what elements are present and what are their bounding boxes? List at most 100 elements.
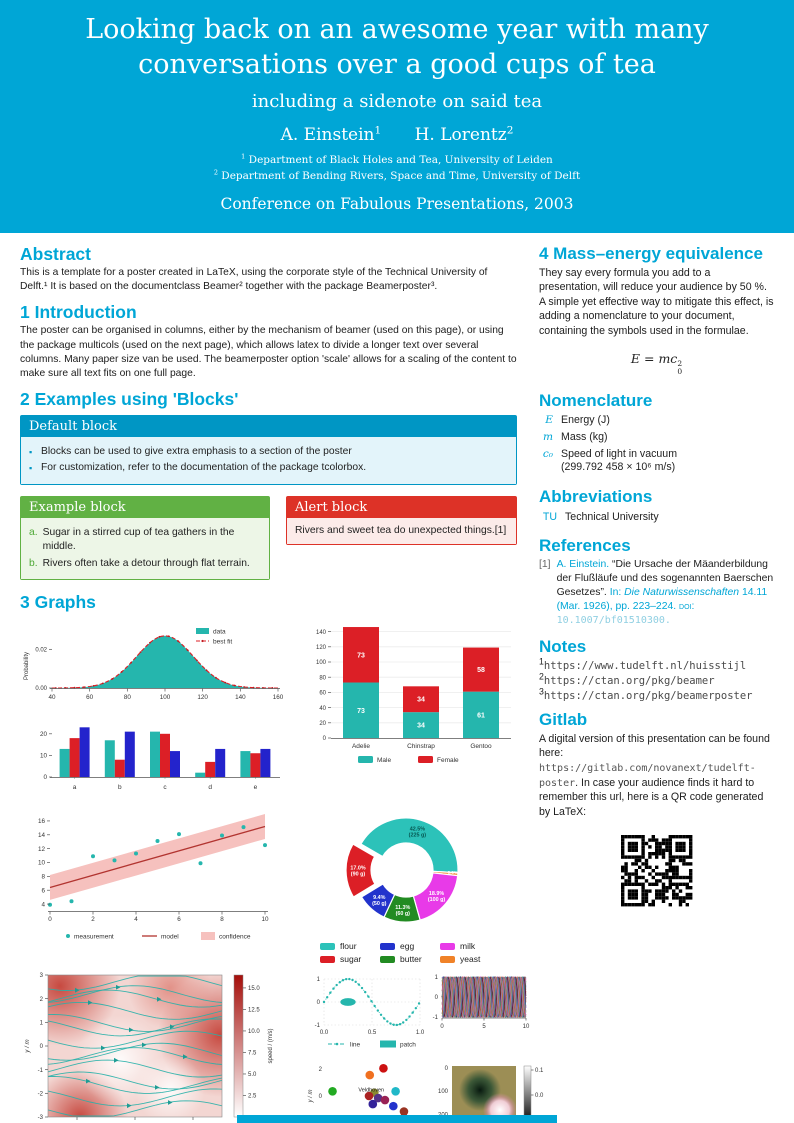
legend-item: butter [380, 954, 440, 964]
svg-text:18.9%: 18.9% [429, 891, 444, 897]
note-url[interactable]: https://ctan.org/pkg/beamerposter [543, 690, 753, 703]
svg-text:3: 3 [40, 973, 44, 979]
svg-text:80: 80 [124, 694, 132, 701]
example-block: Example block a. Sugar in a stirred cup … [20, 495, 270, 581]
penguin-stacked-bar-chart: 0 20 40 60 80 100 120 140 73 73 Adelie 34 34 Chinstra… [316, 627, 511, 764]
svg-text:confidence: confidence [219, 934, 251, 941]
svg-text:120: 120 [197, 694, 208, 701]
svg-text:model: model [161, 934, 179, 941]
svg-text:d: d [208, 784, 212, 791]
nomenclature-entry: m Mass (kg) [542, 430, 608, 443]
svg-text:e: e [254, 784, 258, 791]
bullet-item: For customization, refer to the document… [29, 461, 508, 475]
svg-text:y / m: y / m [24, 1039, 31, 1053]
svg-text:20: 20 [319, 721, 326, 727]
svg-text:0.1: 0.1 [535, 1068, 544, 1074]
default-block: Default block Blocks can be used to give… [20, 415, 517, 485]
svg-text:0: 0 [43, 774, 47, 781]
nomenclature-list: E Energy (J) m Mass (kg) c₀ Speed of lig… [539, 414, 774, 475]
doi-link[interactable]: 10.1007/bf01510300. [556, 615, 671, 627]
svg-text:-2: -2 [38, 1092, 44, 1098]
notes-list: 1https://www.tudelft.nl/huisstijl 2https… [539, 657, 774, 704]
svg-text:0.00: 0.00 [35, 686, 47, 692]
qr-code-graphic [620, 834, 692, 906]
svg-text:34: 34 [417, 723, 425, 730]
note-entry: 2https://ctan.org/pkg/beamer [539, 671, 715, 687]
svg-text:patch: patch [400, 1042, 416, 1049]
svg-text:b: b [118, 784, 122, 791]
svg-text:(225 g): (225 g) [409, 833, 427, 839]
svg-text:-1: -1 [315, 1023, 321, 1029]
note-url[interactable]: https://ctan.org/pkg/beamer [543, 674, 715, 687]
svg-text:16: 16 [38, 818, 46, 825]
svg-text:line: line [350, 1042, 361, 1049]
example-block-title: Example block [21, 496, 269, 518]
svg-text:c: c [163, 784, 167, 791]
svg-text:10: 10 [40, 753, 48, 760]
svg-text:(50 g): (50 g) [372, 901, 387, 907]
svg-text:-1: -1 [433, 1015, 439, 1021]
affiliation-2: 2 Department of Bending Rivers, Space an… [213, 168, 581, 183]
svg-text:12: 12 [38, 846, 46, 853]
svg-text:4: 4 [134, 916, 138, 923]
svg-text:best fit: best fit [213, 639, 232, 646]
ingredients-donut-chart: 42.5%(225 g)0.9%(5 g)18.9%(100 g)11.3%(6… [345, 817, 459, 923]
mass-energy-text: They say every formula you add to a pres… [539, 266, 774, 337]
example-item-b: b. Rivers often take a detour through fl… [29, 557, 250, 569]
gitlab-url[interactable]: https://gitlab.com/novanext/tudelft-post… [539, 762, 756, 789]
svg-text:10.0: 10.0 [248, 1029, 260, 1035]
svg-text:11.3%: 11.3% [395, 905, 410, 911]
legend-item: milk [440, 941, 500, 951]
left-column: Abstract This is a template for a poster… [20, 245, 546, 1123]
svg-text:a: a [73, 784, 77, 791]
introduction-heading: 1 Introduction [20, 302, 137, 323]
abbreviations-heading: Abbreviations [539, 487, 653, 507]
svg-text:14: 14 [38, 832, 46, 839]
svg-text:0.5: 0.5 [368, 1030, 377, 1036]
abbreviation-entry: TU Technical University [542, 510, 659, 523]
nomenclature-heading: Nomenclature [539, 390, 653, 410]
svg-text:8: 8 [220, 916, 224, 923]
svg-text:100: 100 [160, 694, 171, 701]
svg-text:60: 60 [86, 694, 94, 701]
svg-text:Probability: Probability [24, 652, 30, 680]
svg-text:10: 10 [38, 860, 46, 867]
svg-text:5.0: 5.0 [248, 1072, 257, 1078]
note-url[interactable]: https://www.tudelft.nl/huisstijl [543, 659, 747, 672]
svg-text:(90 g): (90 g) [351, 872, 366, 878]
svg-text:0: 0 [317, 1000, 321, 1006]
reference-author: A. Einstein. [556, 558, 610, 570]
author-2: H. Lorentz2 [414, 124, 514, 146]
svg-text:0.9%: 0.9% [448, 870, 458, 875]
svg-text:8: 8 [41, 874, 45, 881]
svg-text:1.0: 1.0 [416, 1030, 425, 1036]
svg-text:15.0: 15.0 [248, 986, 260, 992]
svg-text:10: 10 [261, 916, 269, 923]
svg-text:measurement: measurement [74, 934, 114, 941]
authors: A. Einstein1 H. Lorentz2 [30, 125, 764, 145]
svg-text:42.5%: 42.5% [410, 827, 425, 833]
svg-text:100: 100 [438, 1089, 449, 1095]
note-entry: 3https://ctan.org/pkg/beamerposter [539, 686, 753, 703]
svg-text:58: 58 [477, 667, 485, 674]
histogram-chart: 40 60 80 100 120 140 160 0.00 0.02 Probability dat… [24, 628, 284, 701]
alert-block: Alert block Rivers and sweet tea do unex… [286, 495, 517, 546]
svg-text:40: 40 [319, 706, 326, 712]
svg-text:0.0: 0.0 [535, 1093, 544, 1099]
svg-text:-1: -1 [38, 1068, 44, 1074]
svg-text:0: 0 [440, 1024, 444, 1030]
sine-chart: -1 0 1 0.0 0.5 1.0 line patch [315, 977, 425, 1049]
svg-text:7.5: 7.5 [248, 1051, 257, 1057]
svg-text:2: 2 [319, 1067, 323, 1073]
svg-text:1: 1 [40, 1021, 44, 1027]
svg-text:60: 60 [319, 691, 326, 697]
donut-legend: flour egg milk sugar butter yeast [320, 941, 500, 964]
svg-text:0: 0 [323, 736, 327, 742]
svg-text:Veldhoven: Veldhoven [358, 1087, 384, 1093]
svg-text:4: 4 [41, 901, 45, 908]
affiliations: 1 Department of Black Holes and Tea, Uni… [30, 153, 764, 183]
svg-text:200: 200 [438, 1112, 449, 1118]
svg-text:2: 2 [40, 997, 44, 1003]
